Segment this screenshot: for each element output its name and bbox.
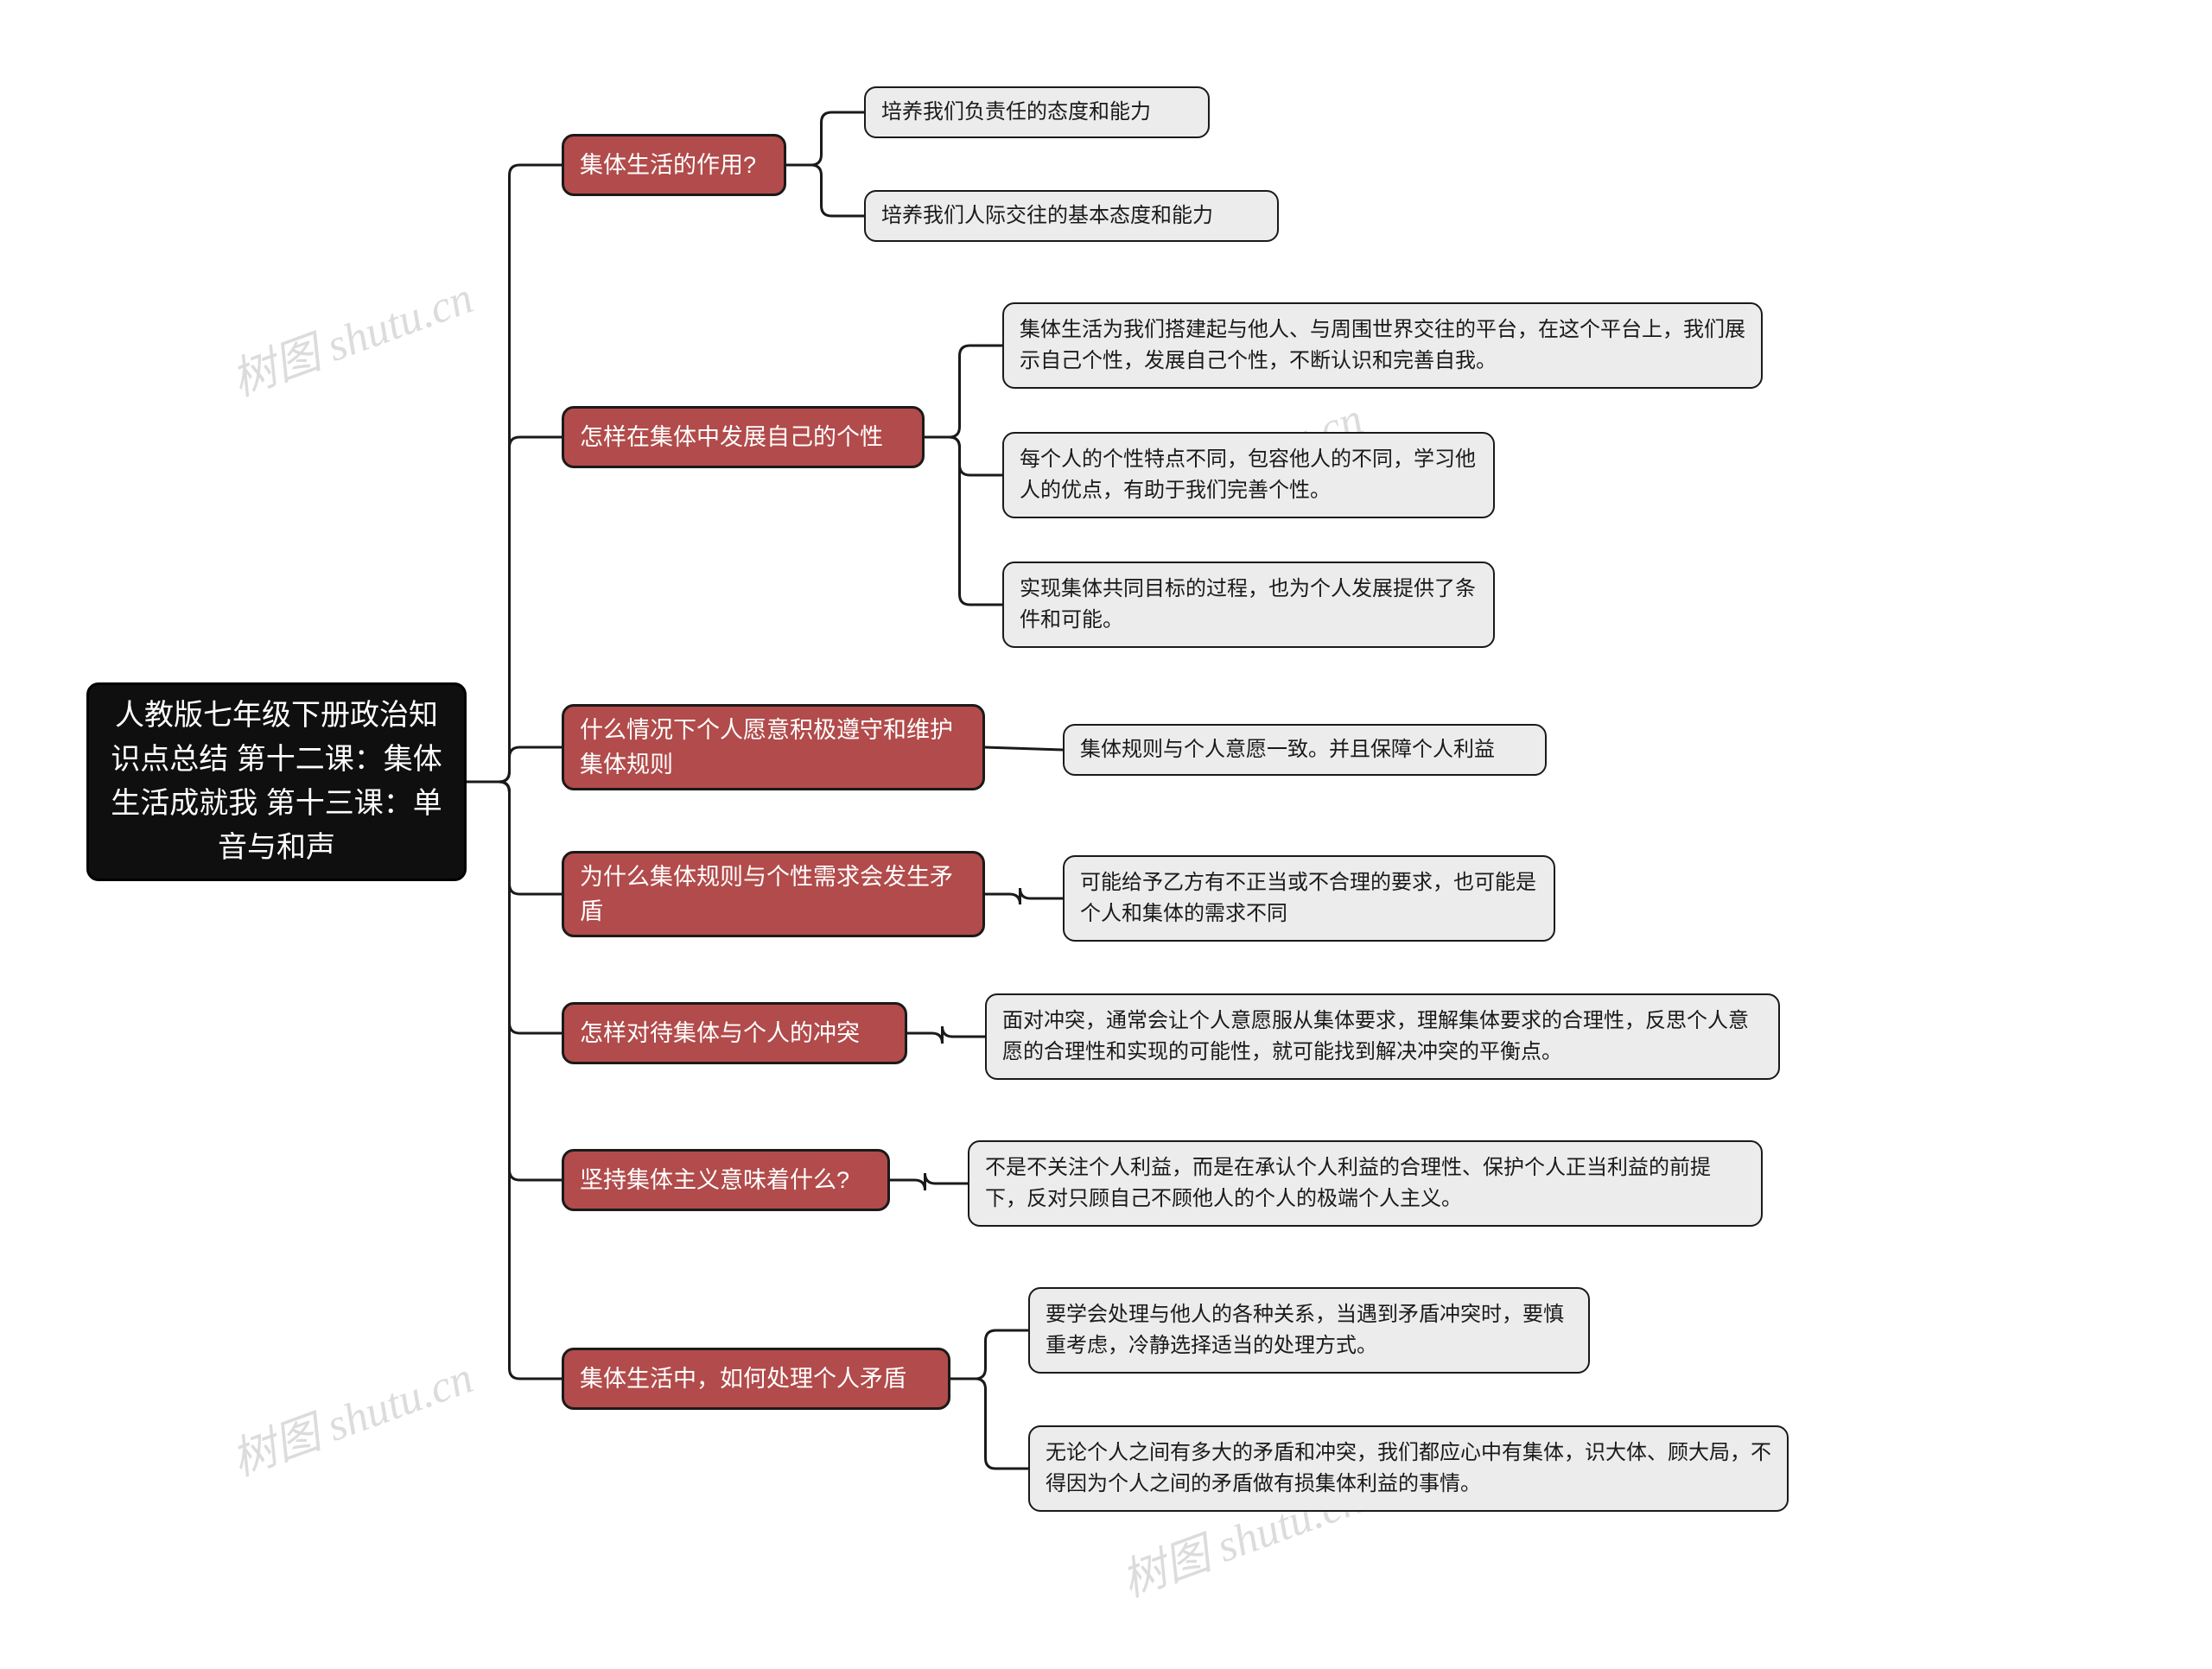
leaf-text: 集体规则与个人意愿一致。并且保障个人利益 bbox=[1080, 734, 1495, 765]
branch-node[interactable]: 怎样在集体中发展自己的个性 bbox=[562, 406, 925, 468]
leaf-text: 无论个人之间有多大的矛盾和冲突，我们都应心中有集体，识大体、顾大局，不得因为个人… bbox=[1046, 1437, 1771, 1500]
branch-label: 怎样在集体中发展自己的个性 bbox=[580, 420, 883, 455]
branch-label: 坚持集体主义意味着什么? bbox=[580, 1163, 849, 1198]
branch-node[interactable]: 为什么集体规则与个性需求会发生矛盾 bbox=[562, 851, 985, 937]
leaf-node[interactable]: 集体规则与个人意愿一致。并且保障个人利益 bbox=[1063, 724, 1547, 776]
leaf-node[interactable]: 培养我们人际交往的基本态度和能力 bbox=[864, 190, 1279, 242]
watermark: 树图 shutu.cn bbox=[221, 1341, 480, 1488]
leaf-node[interactable]: 实现集体共同目标的过程，也为个人发展提供了条件和可能。 bbox=[1002, 562, 1495, 648]
branch-node[interactable]: 怎样对待集体与个人的冲突 bbox=[562, 1002, 907, 1064]
branch-node[interactable]: 集体生活中，如何处理个人矛盾 bbox=[562, 1348, 950, 1410]
branch-label: 集体生活中，如何处理个人矛盾 bbox=[580, 1361, 906, 1397]
branch-label: 集体生活的作用? bbox=[580, 148, 756, 183]
leaf-text: 培养我们负责任的态度和能力 bbox=[881, 97, 1151, 128]
leaf-node[interactable]: 面对冲突，通常会让个人意愿服从集体要求，理解集体要求的合理性，反思个人意愿的合理… bbox=[985, 993, 1780, 1080]
leaf-node[interactable]: 不是不关注个人利益，而是在承认个人利益的合理性、保护个人正当利益的前提下，反对只… bbox=[968, 1140, 1763, 1227]
leaf-text: 不是不关注个人利益，而是在承认个人利益的合理性、保护个人正当利益的前提下，反对只… bbox=[985, 1152, 1745, 1215]
leaf-text: 可能给予乙方有不正当或不合理的要求，也可能是个人和集体的需求不同 bbox=[1080, 867, 1538, 930]
leaf-node[interactable]: 每个人的个性特点不同，包容他人的不同，学习他人的优点，有助于我们完善个性。 bbox=[1002, 432, 1495, 518]
mindmap-canvas: 树图 shutu.cn 树图 shutu.cn 树图 shutu.cn 树图 s… bbox=[0, 0, 2212, 1669]
branch-label: 怎样对待集体与个人的冲突 bbox=[580, 1016, 860, 1051]
leaf-text: 要学会处理与他人的各种关系，当遇到矛盾冲突时，要慎重考虑，冷静选择适当的处理方式… bbox=[1046, 1299, 1573, 1361]
branch-node[interactable]: 集体生活的作用? bbox=[562, 134, 786, 196]
leaf-node[interactable]: 培养我们负责任的态度和能力 bbox=[864, 86, 1210, 138]
leaf-node[interactable]: 无论个人之间有多大的矛盾和冲突，我们都应心中有集体，识大体、顾大局，不得因为个人… bbox=[1028, 1425, 1789, 1512]
leaf-node[interactable]: 要学会处理与他人的各种关系，当遇到矛盾冲突时，要慎重考虑，冷静选择适当的处理方式… bbox=[1028, 1287, 1590, 1374]
root-text: 人教版七年级下册政治知识点总结 第十二课：集体生活成就我 第十三课：单音与和声 bbox=[105, 694, 448, 870]
leaf-node[interactable]: 可能给予乙方有不正当或不合理的要求，也可能是个人和集体的需求不同 bbox=[1063, 855, 1555, 942]
branch-node[interactable]: 什么情况下个人愿意积极遵守和维护集体规则 bbox=[562, 704, 985, 790]
leaf-text: 培养我们人际交往的基本态度和能力 bbox=[881, 200, 1213, 232]
leaf-text: 每个人的个性特点不同，包容他人的不同，学习他人的优点，有助于我们完善个性。 bbox=[1020, 444, 1478, 506]
branch-label: 为什么集体规则与个性需求会发生矛盾 bbox=[580, 860, 967, 930]
watermark: 树图 shutu.cn bbox=[221, 261, 480, 408]
root-node[interactable]: 人教版七年级下册政治知识点总结 第十二课：集体生活成就我 第十三课：单音与和声 bbox=[86, 682, 467, 881]
leaf-text: 集体生活为我们搭建起与他人、与周围世界交往的平台，在这个平台上，我们展示自己个性… bbox=[1020, 314, 1745, 377]
branch-node[interactable]: 坚持集体主义意味着什么? bbox=[562, 1149, 890, 1211]
leaf-text: 实现集体共同目标的过程，也为个人发展提供了条件和可能。 bbox=[1020, 574, 1478, 636]
branch-label: 什么情况下个人愿意积极遵守和维护集体规则 bbox=[580, 713, 967, 783]
leaf-text: 面对冲突，通常会让个人意愿服从集体要求，理解集体要求的合理性，反思个人意愿的合理… bbox=[1002, 1006, 1763, 1068]
leaf-node[interactable]: 集体生活为我们搭建起与他人、与周围世界交往的平台，在这个平台上，我们展示自己个性… bbox=[1002, 302, 1763, 389]
